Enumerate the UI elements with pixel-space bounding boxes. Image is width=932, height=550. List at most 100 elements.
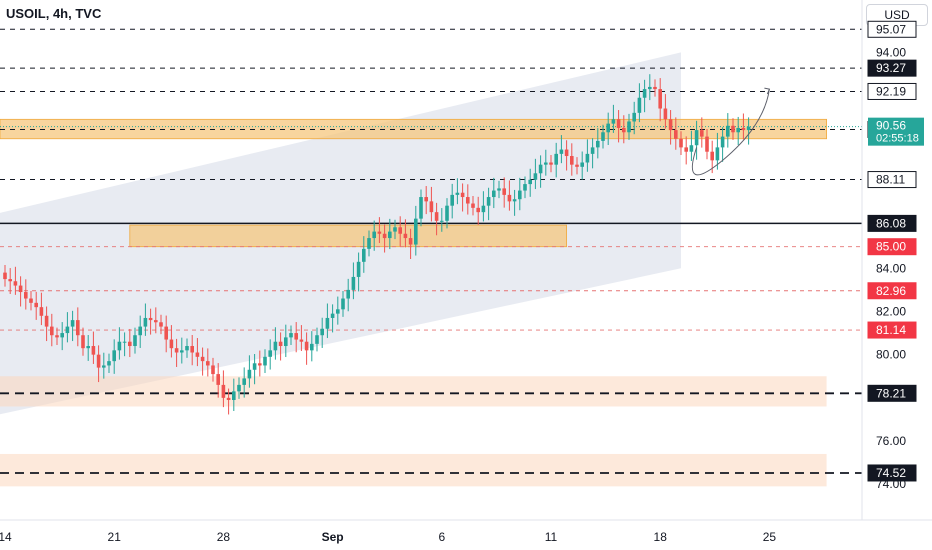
candle-body (622, 127, 626, 133)
zone-peach-3 (0, 453, 827, 487)
price-label-box (867, 82, 917, 100)
symbol-title: USOIL, 4h, TVC (6, 6, 102, 21)
candle-body (336, 309, 340, 314)
candle-body (278, 341, 283, 347)
price-axis-tick: 82.00 (876, 304, 906, 318)
price-axis-tick: 76.00 (876, 434, 906, 448)
last-price-box (868, 117, 924, 146)
candle-body (606, 123, 610, 133)
zone-peach-2 (0, 376, 827, 407)
candle-body (96, 354, 101, 368)
time-axis-tick: 14 (0, 530, 12, 544)
candle-body (653, 86, 657, 90)
candle-body (81, 335, 85, 349)
candle-body (128, 341, 132, 347)
candle-body (185, 346, 189, 351)
candle-body (70, 320, 75, 327)
candle-body (518, 190, 522, 200)
candle-body (746, 126, 751, 131)
candle-body (273, 341, 278, 351)
candle-body (424, 197, 428, 202)
projection-arrow (764, 87, 771, 95)
candle-body (585, 153, 590, 163)
price-label-85.00: 85.00 (876, 240, 906, 254)
candle-body (55, 335, 59, 338)
candle-body (133, 335, 137, 347)
candle-body (154, 320, 158, 323)
candle-body (258, 363, 262, 366)
candle-body (310, 343, 314, 351)
candle-body (736, 127, 740, 133)
candle-body (726, 125, 730, 137)
candle-body (559, 149, 564, 154)
candle-body (507, 194, 512, 202)
candle-body (18, 285, 23, 293)
price-label-box (867, 214, 917, 232)
candle-body (86, 346, 90, 349)
time-axis-tick: 11 (545, 530, 558, 544)
candle-body (169, 339, 174, 349)
candle-body (544, 162, 548, 165)
candle-body (76, 320, 80, 336)
candle-body (596, 140, 600, 148)
price-label-81.14: 81.14 (876, 323, 906, 337)
candle-body (232, 391, 236, 400)
candle-body (112, 350, 116, 362)
candle-body (455, 192, 460, 195)
price-label-box (867, 384, 917, 402)
price-label-box (867, 464, 917, 482)
candle-body (34, 302, 38, 308)
candle-body (117, 341, 122, 351)
candle-body (60, 333, 64, 338)
candle-body (351, 276, 356, 290)
price-label-74.52: 74.52 (876, 466, 906, 480)
candle-body (393, 227, 397, 232)
zone-orange-1 (129, 224, 567, 248)
candle-body (466, 197, 470, 204)
candle-body (460, 192, 465, 198)
time-axis-tick: 28 (217, 530, 231, 544)
candle-body (206, 361, 210, 366)
candle-body (226, 397, 231, 400)
candle-body (554, 153, 558, 165)
candle-body (29, 298, 33, 303)
candle-body (39, 307, 44, 316)
candle-body (731, 125, 735, 133)
candle-body (180, 350, 184, 353)
candle-body (330, 313, 335, 318)
candle-body (122, 341, 127, 343)
price-label-92.19: 92.19 (876, 84, 906, 98)
price-label-88.11: 88.11 (876, 173, 905, 187)
candle-body (65, 326, 70, 334)
candle-body (159, 322, 163, 327)
projection-curve (691, 89, 770, 176)
price-axis-tick: 84.00 (876, 261, 906, 275)
price-label-78.21: 78.21 (876, 386, 906, 400)
candle-body (268, 350, 272, 357)
candle-body (304, 341, 309, 351)
candle-body (367, 238, 371, 249)
candle-body (414, 218, 418, 245)
candle-body (564, 149, 569, 157)
candle-body (419, 197, 423, 219)
candle-body (13, 281, 18, 286)
candle-body (637, 97, 642, 113)
candle-body (627, 121, 631, 133)
candle-body (580, 162, 584, 167)
candle-body (356, 261, 361, 277)
candle-body (242, 378, 246, 385)
candle-body (715, 147, 720, 161)
candle-body (450, 194, 454, 206)
candle-body (434, 212, 439, 221)
candle-body (50, 326, 54, 336)
candle-body (362, 248, 366, 262)
price-label-93.27: 93.27 (876, 61, 906, 75)
candle-body (440, 220, 444, 222)
candle-body (341, 298, 345, 310)
candle-body (528, 179, 532, 185)
candle-body (346, 289, 350, 299)
candle-body (211, 365, 215, 375)
candle-body (689, 145, 694, 152)
countdown-label: 02:55:18 (876, 133, 919, 145)
